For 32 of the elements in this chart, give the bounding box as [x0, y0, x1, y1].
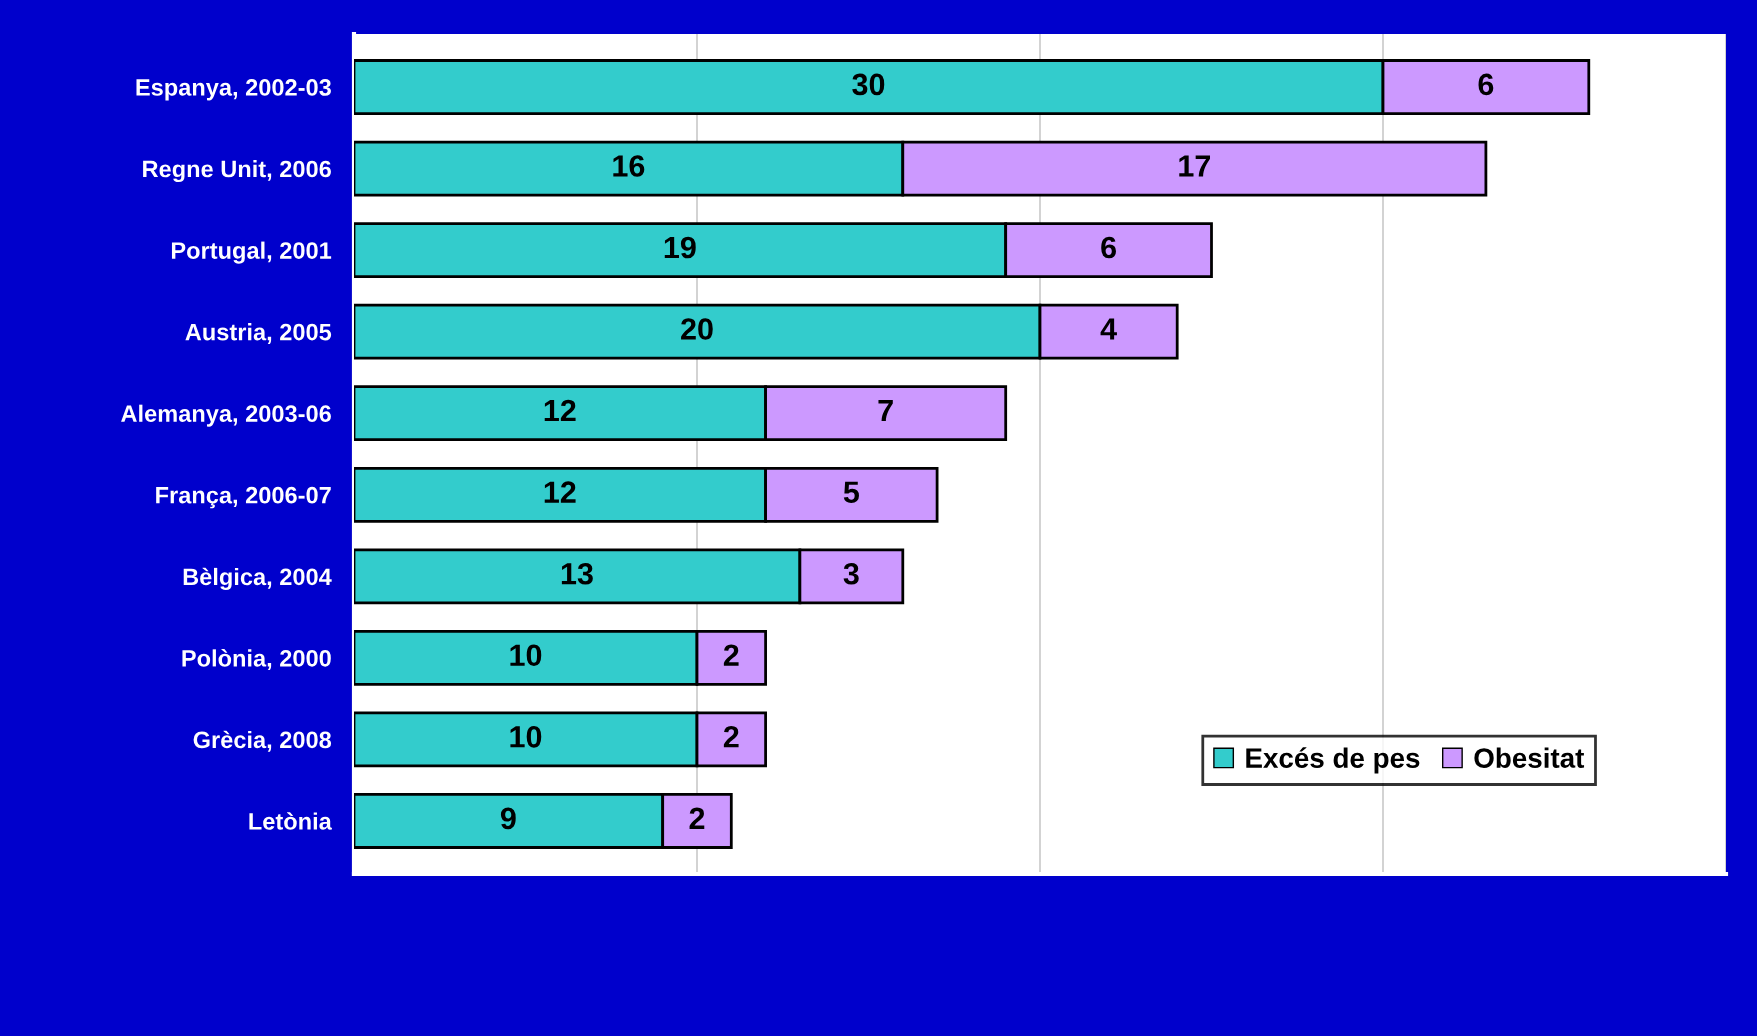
- data-label: 4: [1100, 318, 1117, 340]
- y-tick-label: Regne Unit, 2006: [143, 160, 331, 183]
- data-label: 9: [500, 807, 516, 830]
- legend-label: Excés de pes: [1246, 747, 1420, 774]
- data-label: 6: [1101, 236, 1116, 259]
- data-label: 6: [1478, 73, 1494, 96]
- data-label: 20: [681, 318, 713, 340]
- data-label: 10: [510, 644, 542, 667]
- y-tick-label: Polònia, 2000: [182, 649, 331, 671]
- data-label: 2: [723, 726, 739, 748]
- data-label: 12: [544, 481, 576, 503]
- y-tick-label: Austria, 2005: [185, 323, 332, 344]
- data-label: 2: [689, 807, 705, 829]
- data-label: 13: [561, 562, 593, 585]
- y-tick-label: Portugal, 2001: [171, 241, 332, 264]
- y-tick-label: Espanya, 2002-03: [136, 79, 331, 101]
- y-tick-label: Alemanya, 2003-06: [121, 404, 331, 427]
- data-label: 17: [1179, 155, 1210, 177]
- data-label: 3: [843, 562, 859, 585]
- y-tick-label: Letònia: [249, 812, 332, 830]
- y-tick-label: Grècia, 2008: [193, 730, 332, 752]
- data-label: 5: [843, 481, 859, 503]
- legend-label: Obesitat: [1474, 747, 1585, 768]
- data-label: 7: [878, 400, 893, 422]
- y-tick-label: Bèlgica, 2004: [183, 567, 332, 590]
- data-label: 12: [544, 399, 576, 422]
- y-tick-label: França, 2006-07: [156, 486, 331, 509]
- data-label: 19: [664, 236, 696, 259]
- data-label: 2: [723, 644, 739, 666]
- data-label: 10: [510, 726, 542, 748]
- data-label: 30: [852, 73, 885, 96]
- data-label: 16: [613, 155, 645, 177]
